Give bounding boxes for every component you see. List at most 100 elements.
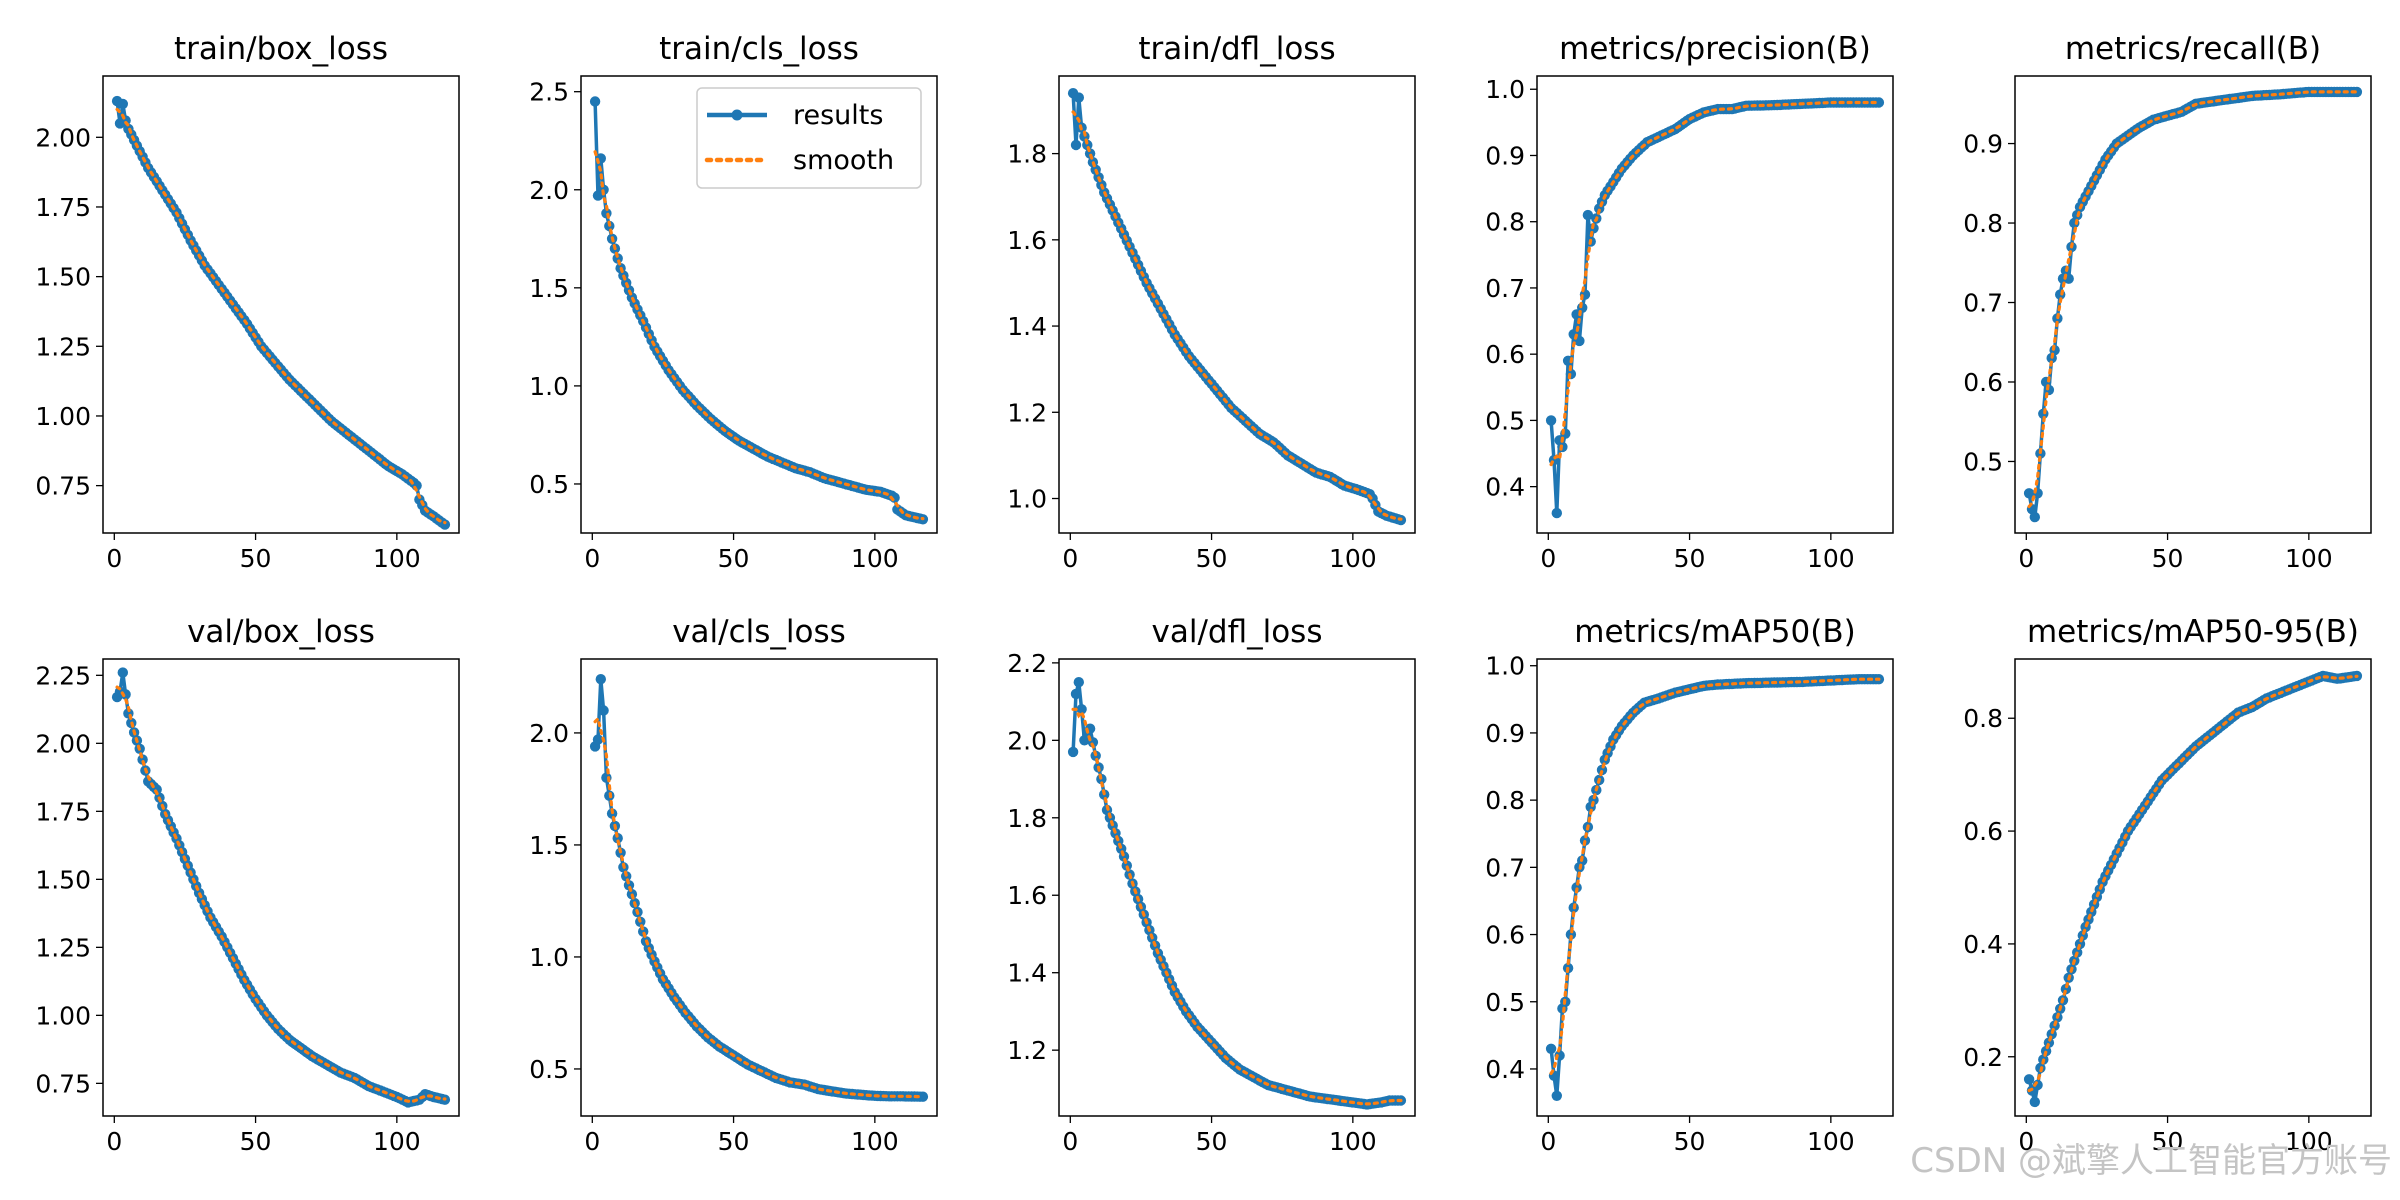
subplot-title: metrics/mAP50-95(B) bbox=[2027, 614, 2359, 650]
subplot-2: train/cls_loss 0 50 100 0.5 1.0 1.5 2.0 2.5 bbox=[529, 31, 938, 573]
y-tick-label: 1.2 bbox=[1007, 1036, 1047, 1065]
y-tick-label: 1.8 bbox=[1007, 804, 1047, 833]
axes-frame bbox=[580, 75, 938, 534]
y-tick-label: 0.5 bbox=[1963, 447, 2003, 476]
results-point bbox=[117, 667, 128, 678]
results-point bbox=[612, 833, 623, 844]
y-tick-label: 1.2 bbox=[1007, 398, 1047, 427]
y-tick-label: 1.75 bbox=[35, 193, 91, 222]
x-tick-label: 50 bbox=[718, 544, 750, 573]
subplot-title: train/box_loss bbox=[174, 31, 388, 67]
x-tick-label: 0 bbox=[106, 1127, 122, 1156]
results-point bbox=[1067, 746, 1079, 758]
x-tick-label: 0 bbox=[2018, 544, 2034, 573]
results-line bbox=[593, 677, 923, 1099]
subplot-title: metrics/mAP50(B) bbox=[1574, 614, 1855, 650]
x-tick-label: 0 bbox=[2018, 1127, 2034, 1156]
y-tick-label: 0.75 bbox=[35, 472, 91, 501]
subplot-9: metrics/mAP50(B) 0 50 100 0.4 0.5 0.6 0.7 0.8 0.9… bbox=[1485, 614, 1894, 1156]
axes-frame bbox=[1536, 658, 1894, 1117]
legend-results-label: results bbox=[793, 100, 883, 131]
legend-smooth-label: smooth bbox=[793, 145, 894, 176]
axes-frame bbox=[1058, 75, 1416, 534]
y-tick-label: 1.00 bbox=[35, 1001, 91, 1030]
y-tick-label: 2.00 bbox=[35, 123, 91, 152]
subplot-4: metrics/precision(B) 0 50 100 0.4 0.5 0.6 0.7 0.… bbox=[1485, 31, 1894, 573]
x-tick-label: 0 bbox=[106, 544, 122, 573]
smooth-line bbox=[1071, 707, 1403, 1106]
results-point bbox=[1582, 209, 1594, 221]
x-tick-label: 0 bbox=[1062, 544, 1078, 573]
axes-frame bbox=[1536, 75, 1894, 534]
y-tick-label: 1.0 bbox=[1485, 652, 1525, 681]
x-tick-label: 50 bbox=[2152, 544, 2184, 573]
results-point bbox=[1076, 704, 1087, 715]
legend-results-marker bbox=[731, 109, 743, 121]
results-point bbox=[598, 705, 609, 716]
x-tick-label: 50 bbox=[240, 544, 272, 573]
x-tick-label: 50 bbox=[1674, 544, 1706, 573]
y-tick-label: 1.75 bbox=[35, 797, 91, 826]
subplot-5: metrics/recall(B) 0 50 100 0.5 0.6 0.7 0.8 0.9 bbox=[1963, 31, 2372, 573]
results-point bbox=[117, 98, 128, 110]
results-line bbox=[115, 100, 446, 527]
results-point bbox=[1588, 794, 1599, 806]
smooth-line bbox=[1071, 110, 1403, 521]
results-point bbox=[1073, 677, 1085, 688]
results-point bbox=[1551, 1090, 1563, 1102]
y-tick-label: 2.0 bbox=[529, 176, 569, 205]
y-tick-label: 0.5 bbox=[1485, 406, 1525, 435]
y-tick-label: 1.0 bbox=[529, 372, 569, 401]
y-tick-label: 0.5 bbox=[1485, 988, 1525, 1017]
x-tick-label: 100 bbox=[1807, 544, 1855, 573]
y-tick-label: 0.8 bbox=[1485, 786, 1525, 815]
x-tick-label: 50 bbox=[718, 1127, 750, 1156]
subplot-title: train/cls_loss bbox=[659, 31, 859, 67]
results-point bbox=[2046, 1029, 2057, 1040]
smooth-line bbox=[2027, 90, 2359, 509]
results-point bbox=[1082, 139, 1093, 151]
axes-frame bbox=[102, 658, 460, 1117]
x-tick-label: 50 bbox=[1196, 544, 1228, 573]
x-tick-label: 100 bbox=[2285, 1127, 2333, 1156]
x-tick-label: 0 bbox=[584, 544, 600, 573]
results-point bbox=[2029, 1096, 2041, 1108]
y-tick-label: 2.25 bbox=[35, 661, 91, 690]
y-tick-label: 0.6 bbox=[1963, 817, 2003, 846]
x-tick-label: 0 bbox=[1062, 1127, 1078, 1156]
y-tick-label: 0.9 bbox=[1485, 719, 1525, 748]
x-tick-label: 50 bbox=[2152, 1127, 2184, 1156]
subplot-8: val/dfl_loss 0 50 100 1.2 1.4 1.6 1.8 2.0 2.2 bbox=[1007, 614, 1416, 1156]
smooth-line bbox=[1549, 677, 1881, 1076]
results-point bbox=[1873, 97, 1885, 108]
results-point bbox=[2029, 511, 2041, 523]
results-point bbox=[917, 1091, 929, 1102]
y-tick-label: 0.9 bbox=[1963, 130, 2003, 159]
results-point bbox=[1545, 1043, 1557, 1055]
results-point bbox=[2351, 86, 2363, 98]
y-tick-label: 1.5 bbox=[529, 831, 569, 860]
results-point bbox=[1565, 929, 1577, 940]
x-tick-label: 50 bbox=[1196, 1127, 1228, 1156]
axes-frame bbox=[102, 75, 460, 534]
results-point bbox=[589, 96, 601, 107]
y-tick-label: 1.8 bbox=[1007, 140, 1047, 169]
results-point bbox=[1070, 139, 1082, 151]
axes-frame bbox=[1058, 658, 1416, 1117]
smooth-line bbox=[593, 715, 925, 1099]
x-tick-label: 100 bbox=[373, 544, 421, 573]
results-point bbox=[623, 880, 635, 891]
y-tick-label: 1.25 bbox=[35, 332, 91, 361]
results-line bbox=[2027, 674, 2358, 1104]
subplot-title: val/dfl_loss bbox=[1152, 614, 1323, 650]
results-point bbox=[1545, 415, 1557, 426]
results-point bbox=[595, 674, 606, 685]
results-point bbox=[2043, 1037, 2055, 1048]
axes-frame bbox=[2014, 75, 2372, 534]
y-tick-label: 1.5 bbox=[529, 274, 569, 303]
results-point bbox=[2060, 983, 2072, 995]
results-point bbox=[1070, 688, 1082, 700]
results-point bbox=[439, 519, 451, 530]
